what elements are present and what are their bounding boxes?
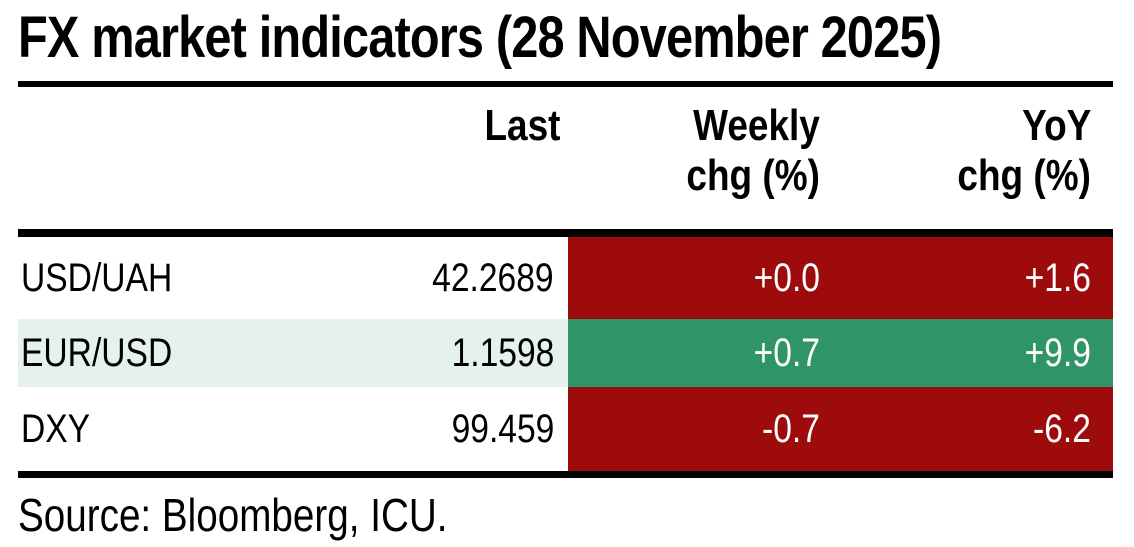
page-title: FX market indicators (28 November 2025) <box>18 6 1134 72</box>
row-label: EUR/USD <box>18 319 268 387</box>
weekly-chg-value: +0.7 <box>568 319 846 387</box>
table-row-usd-uah: USD/UAH 42.2689 +0.0 +1.6 <box>18 237 1113 319</box>
yoy-chg-value: +9.9 <box>846 319 1113 387</box>
col-header-weekly-chg: Weekly chg (%) <box>686 101 820 200</box>
table-bottom-rule <box>18 471 1113 478</box>
last-value: 99.459 <box>268 387 568 471</box>
col-header-last: Last <box>483 101 560 150</box>
source-note: Source: Bloomberg, ICU. <box>18 489 448 541</box>
yoy-chg-value: -6.2 <box>846 387 1113 471</box>
table-header-row: Last Weekly chg (%) YoY chg (%) <box>18 101 1113 201</box>
col-header-instrument <box>18 101 268 201</box>
weekly-chg-value: +0.0 <box>568 237 846 319</box>
page-title-text: FX market indicators (28 November 2025) <box>18 5 942 70</box>
yoy-chg-value: +1.6 <box>846 237 1113 319</box>
last-value: 42.2689 <box>268 237 568 319</box>
col-header-yoy-chg: YoY chg (%) <box>957 101 1091 200</box>
table-row-dxy: DXY 99.459 -0.7 -6.2 <box>18 387 1113 471</box>
last-value: 1.1598 <box>268 319 568 387</box>
title-rule <box>18 81 1113 87</box>
row-label: DXY <box>18 387 268 471</box>
header-separator-rule <box>18 229 1113 237</box>
table-row-eur-usd: EUR/USD 1.1598 +0.7 +9.9 <box>18 319 1113 387</box>
row-label: USD/UAH <box>18 237 268 319</box>
weekly-chg-value: -0.7 <box>568 387 846 471</box>
